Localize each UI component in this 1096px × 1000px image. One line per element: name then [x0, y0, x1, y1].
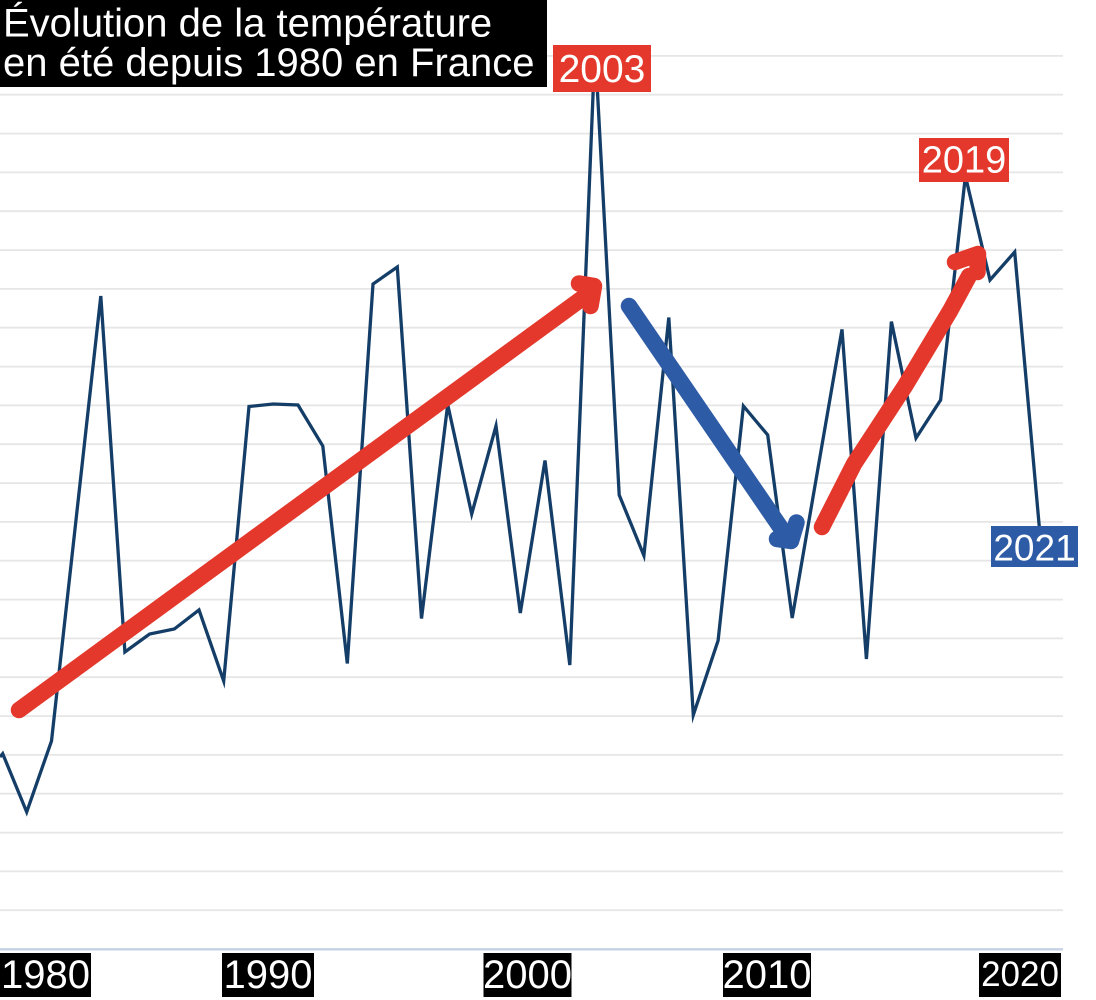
svg-text:2020: 2020 [981, 955, 1059, 994]
svg-text:2019: 2019 [922, 140, 1007, 182]
svg-text:en été depuis 1980 en France: en été depuis 1980 en France [3, 41, 535, 85]
svg-text:2021: 2021 [993, 528, 1075, 569]
svg-text:Évolution de la température: Évolution de la température [3, 1, 492, 46]
svg-text:2000: 2000 [483, 953, 572, 997]
svg-text:1990: 1990 [224, 953, 313, 997]
svg-text:1980: 1980 [1, 953, 90, 997]
svg-text:2003: 2003 [559, 48, 646, 91]
svg-text:2010: 2010 [723, 953, 812, 997]
